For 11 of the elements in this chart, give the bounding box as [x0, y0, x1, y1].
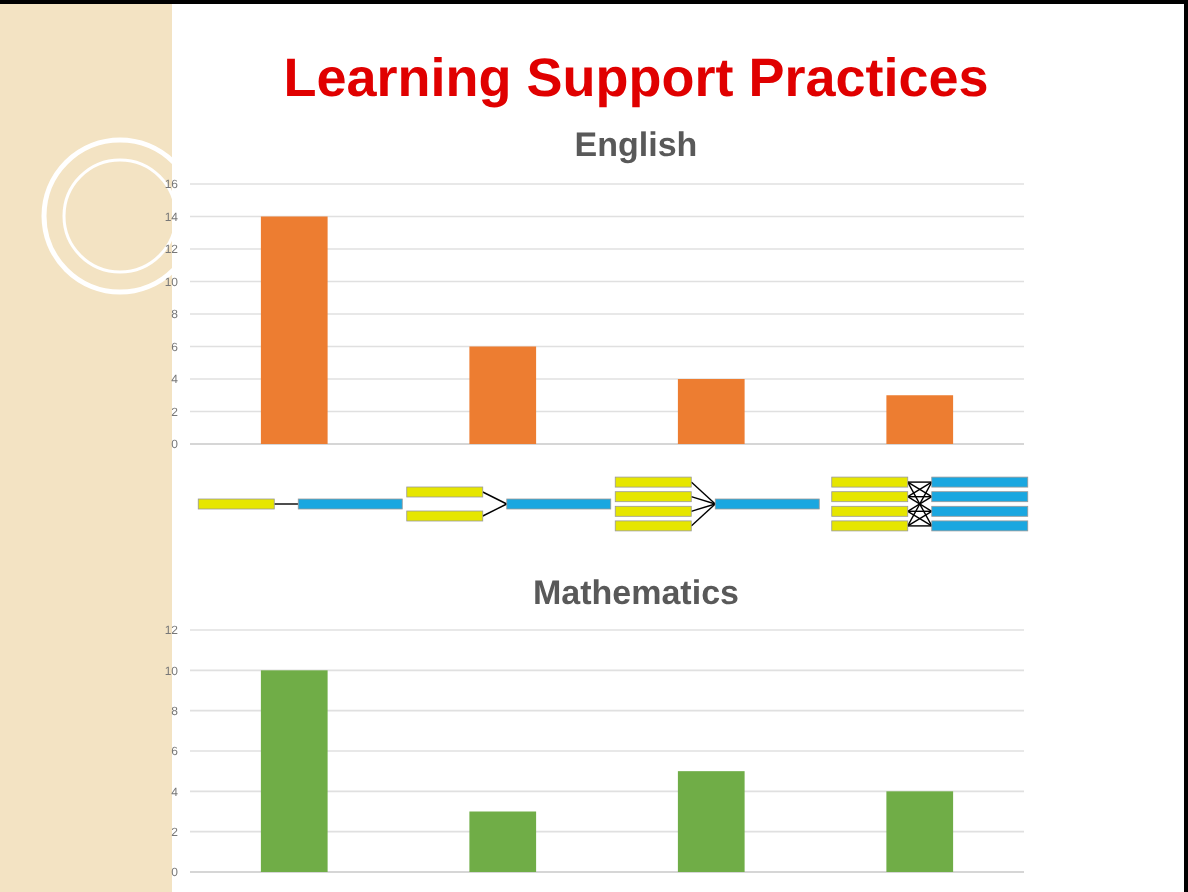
chart-title: Mathematics	[533, 574, 739, 612]
bar	[260, 670, 328, 872]
bar	[469, 346, 537, 444]
chart-title: Learning Support Practices	[283, 48, 989, 108]
bar	[886, 395, 954, 444]
bar	[260, 216, 328, 444]
bar	[469, 811, 537, 872]
bar	[677, 379, 745, 444]
bar	[677, 771, 745, 872]
bar	[886, 791, 954, 872]
chart-subtitle: English	[574, 126, 698, 164]
